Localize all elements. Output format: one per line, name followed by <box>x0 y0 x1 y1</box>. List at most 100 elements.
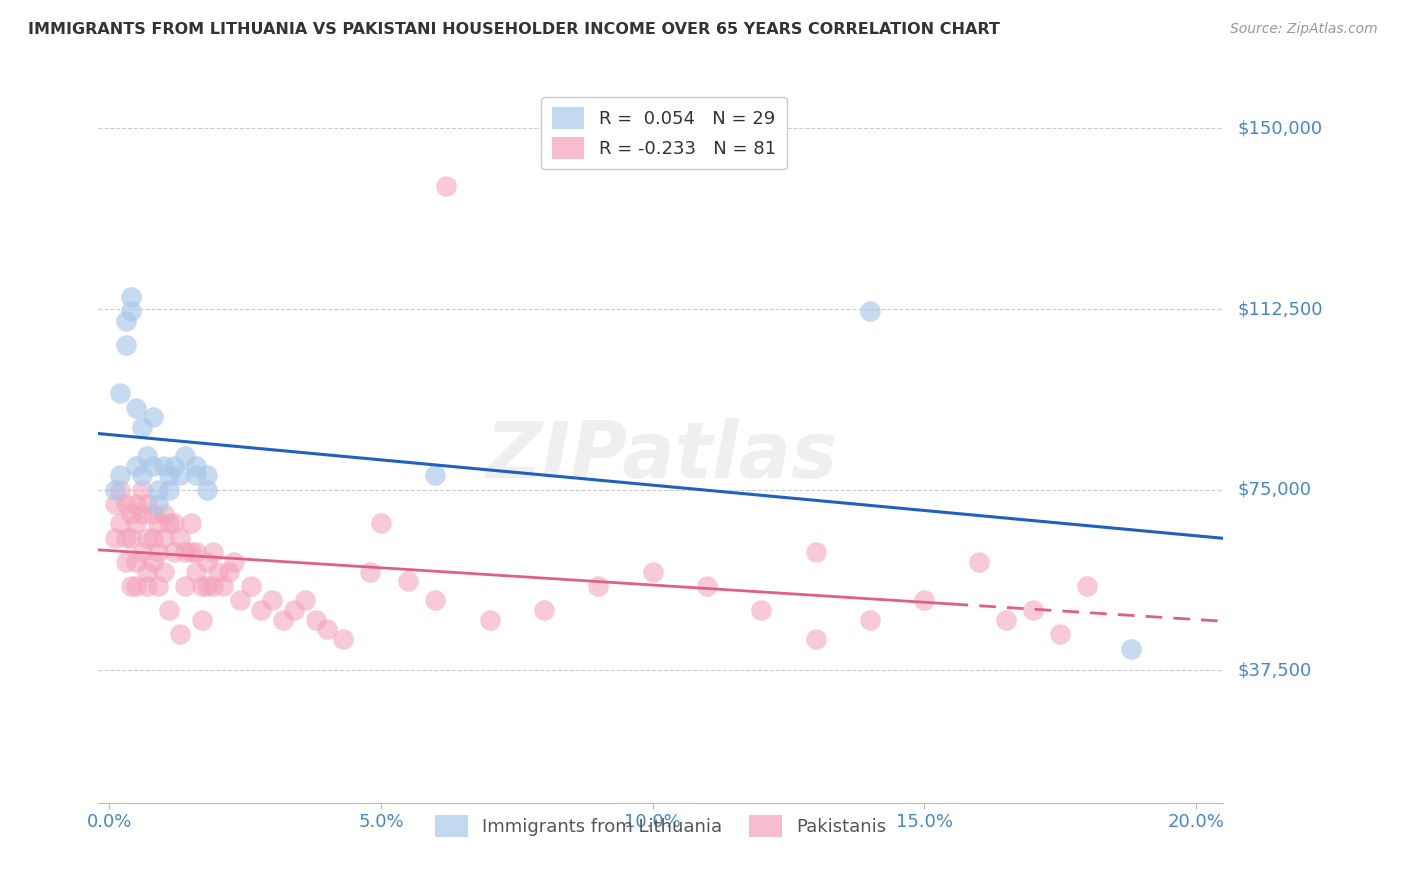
Point <box>212 579 235 593</box>
Point <box>239 579 262 593</box>
Point <box>108 483 131 497</box>
Point <box>148 579 170 593</box>
Point <box>1119 641 1142 656</box>
Point <box>136 565 159 579</box>
Point <box>169 627 191 641</box>
Point <box>136 531 159 545</box>
Point <box>588 579 610 593</box>
Point <box>136 449 159 463</box>
Point <box>104 497 127 511</box>
Point <box>120 304 142 318</box>
Point <box>142 507 165 521</box>
Point <box>152 531 174 545</box>
Point <box>174 449 197 463</box>
Point <box>859 613 882 627</box>
Point <box>201 579 224 593</box>
Text: $112,500: $112,500 <box>1237 300 1323 318</box>
Point <box>131 483 153 497</box>
Point <box>195 483 218 497</box>
Point <box>1049 627 1071 641</box>
Point <box>157 603 180 617</box>
Point <box>152 565 174 579</box>
Point <box>131 468 153 483</box>
Point <box>163 458 186 473</box>
Point <box>804 545 827 559</box>
Point <box>224 555 246 569</box>
Point <box>315 623 337 637</box>
Point <box>425 593 447 607</box>
Point <box>305 613 328 627</box>
Point <box>120 531 142 545</box>
Point <box>332 632 354 646</box>
Point <box>163 545 186 559</box>
Point <box>114 555 136 569</box>
Point <box>148 483 170 497</box>
Point <box>169 531 191 545</box>
Point <box>114 338 136 352</box>
Point <box>186 468 208 483</box>
Point <box>157 483 180 497</box>
Point <box>967 555 990 569</box>
Point <box>195 555 218 569</box>
Point <box>180 545 202 559</box>
Point <box>218 565 240 579</box>
Point <box>195 579 218 593</box>
Point <box>125 555 148 569</box>
Point <box>169 468 191 483</box>
Point <box>370 516 392 531</box>
Point <box>294 593 316 607</box>
Point <box>108 516 131 531</box>
Point <box>142 458 165 473</box>
Point <box>425 468 447 483</box>
Point <box>174 545 197 559</box>
Point <box>180 516 202 531</box>
Point <box>131 545 153 559</box>
Point <box>142 555 165 569</box>
Point <box>142 410 165 425</box>
Point <box>190 579 212 593</box>
Point <box>157 468 180 483</box>
Point <box>533 603 555 617</box>
Point <box>641 565 664 579</box>
Point <box>186 565 208 579</box>
Point <box>262 593 284 607</box>
Point <box>1022 603 1045 617</box>
Point <box>114 497 136 511</box>
Text: $37,500: $37,500 <box>1237 661 1312 680</box>
Point <box>283 603 305 617</box>
Point <box>163 516 186 531</box>
Point <box>120 507 142 521</box>
Point <box>125 516 148 531</box>
Point <box>478 613 501 627</box>
Point <box>131 420 153 434</box>
Point <box>104 531 127 545</box>
Point <box>271 613 294 627</box>
Point <box>1076 579 1098 593</box>
Text: Source: ZipAtlas.com: Source: ZipAtlas.com <box>1230 22 1378 37</box>
Point <box>190 613 212 627</box>
Point <box>136 579 159 593</box>
Point <box>994 613 1017 627</box>
Text: $150,000: $150,000 <box>1237 120 1322 137</box>
Point <box>359 565 381 579</box>
Point <box>152 507 174 521</box>
Text: IMMIGRANTS FROM LITHUANIA VS PAKISTANI HOUSEHOLDER INCOME OVER 65 YEARS CORRELAT: IMMIGRANTS FROM LITHUANIA VS PAKISTANI H… <box>28 22 1000 37</box>
Point <box>228 593 250 607</box>
Point <box>114 314 136 328</box>
Point <box>108 386 131 401</box>
Point <box>186 458 208 473</box>
Point <box>148 497 170 511</box>
Point <box>749 603 772 617</box>
Point <box>148 516 170 531</box>
Text: $75,000: $75,000 <box>1237 481 1312 499</box>
Point <box>120 579 142 593</box>
Point <box>114 531 136 545</box>
Point <box>186 545 208 559</box>
Point <box>696 579 718 593</box>
Point <box>125 579 148 593</box>
Point <box>142 531 165 545</box>
Point <box>859 304 882 318</box>
Point <box>174 579 197 593</box>
Point <box>120 290 142 304</box>
Point <box>201 545 224 559</box>
